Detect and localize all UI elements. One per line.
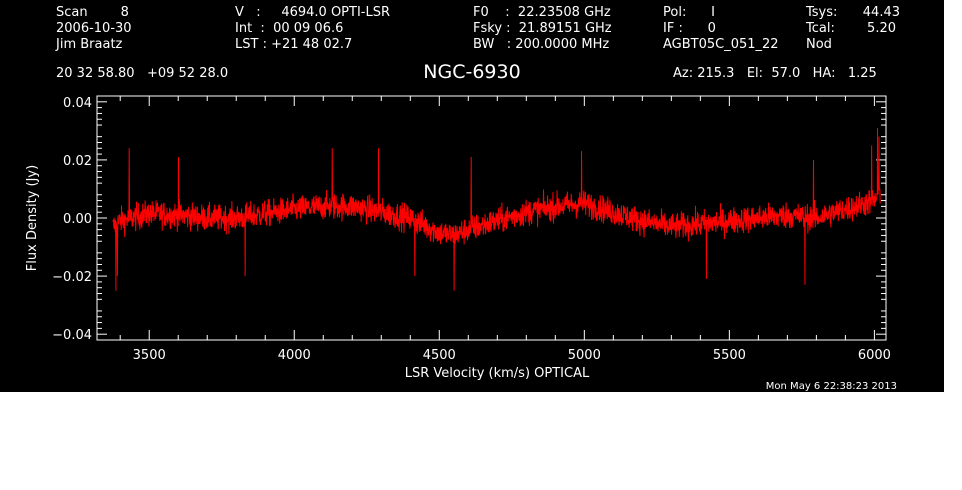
- series-line-flux: [112, 127, 881, 291]
- bandwidth-readout: BW : 200.0000 MHz: [473, 37, 610, 52]
- observer-name: Jim Braatz: [56, 37, 123, 52]
- x-tick-label: 4500: [423, 348, 456, 363]
- y-axis-ticks: −0.04 −0.02 0.00 0.02 0.04: [52, 96, 886, 343]
- spectrum-chart: 3500 4000 4500 5000 5500 6000 −0.04 −0.02 0.00 0…: [25, 95, 897, 392]
- y-tick-label: 0.00: [63, 212, 92, 227]
- chart-title: NGC-6930: [423, 61, 521, 83]
- x-tick-label: 3500: [133, 348, 166, 363]
- if-readout: IF : 0: [663, 21, 716, 36]
- y-tick-label: −0.04: [52, 328, 92, 343]
- y-tick-label: −0.02: [52, 270, 92, 285]
- observation-date: 2006-10-30: [56, 21, 132, 36]
- x-tick-label: 4000: [278, 348, 311, 363]
- switching-mode: Nod: [806, 37, 832, 52]
- plot-window: Scan 8 2006-10-30 Jim Braatz V : 4694.0 …: [0, 0, 944, 392]
- tcal-value: 5.20: [867, 21, 896, 36]
- lst-readout: LST : +21 48 02.7: [235, 37, 353, 52]
- project-id: AGBT05C_051_22: [663, 37, 779, 52]
- y-tick-label: 0.02: [63, 154, 92, 169]
- x-axis-label: LSR Velocity (km/s) OPTICAL: [405, 366, 590, 381]
- rest-frequency-readout: F0 : 22.23508 GHz: [473, 5, 611, 20]
- tsys-label: Tsys:: [806, 5, 838, 20]
- polarization-readout: Pol: I: [663, 5, 715, 20]
- x-axis-ticks: 3500 4000 4500 5000 5500 6000: [119, 96, 891, 363]
- x-tick-label: 5000: [568, 348, 601, 363]
- integration-time-readout: Int : 00 09 06.6: [235, 21, 344, 36]
- az-el-ha-readout: Az: 215.3 El: 57.0 HA: 1.25: [673, 66, 877, 81]
- x-tick-label: 6000: [858, 348, 891, 363]
- scan-label: Scan 8: [56, 5, 129, 20]
- tcal-label: Tcal:: [806, 21, 835, 36]
- tsys-value: 44.43: [862, 5, 900, 20]
- x-tick-label: 5500: [713, 348, 746, 363]
- sky-frequency-readout: Fsky : 21.89151 GHz: [473, 21, 612, 36]
- y-tick-label: 0.04: [63, 96, 92, 111]
- plot-timestamp: Mon May 6 22:38:23 2013: [766, 381, 897, 392]
- velocity-readout: V : 4694.0 OPTI-LSR: [235, 5, 391, 20]
- y-axis-label: Flux Density (Jy): [25, 165, 40, 271]
- source-coordinates: 20 32 58.80 +09 52 28.0: [56, 66, 229, 81]
